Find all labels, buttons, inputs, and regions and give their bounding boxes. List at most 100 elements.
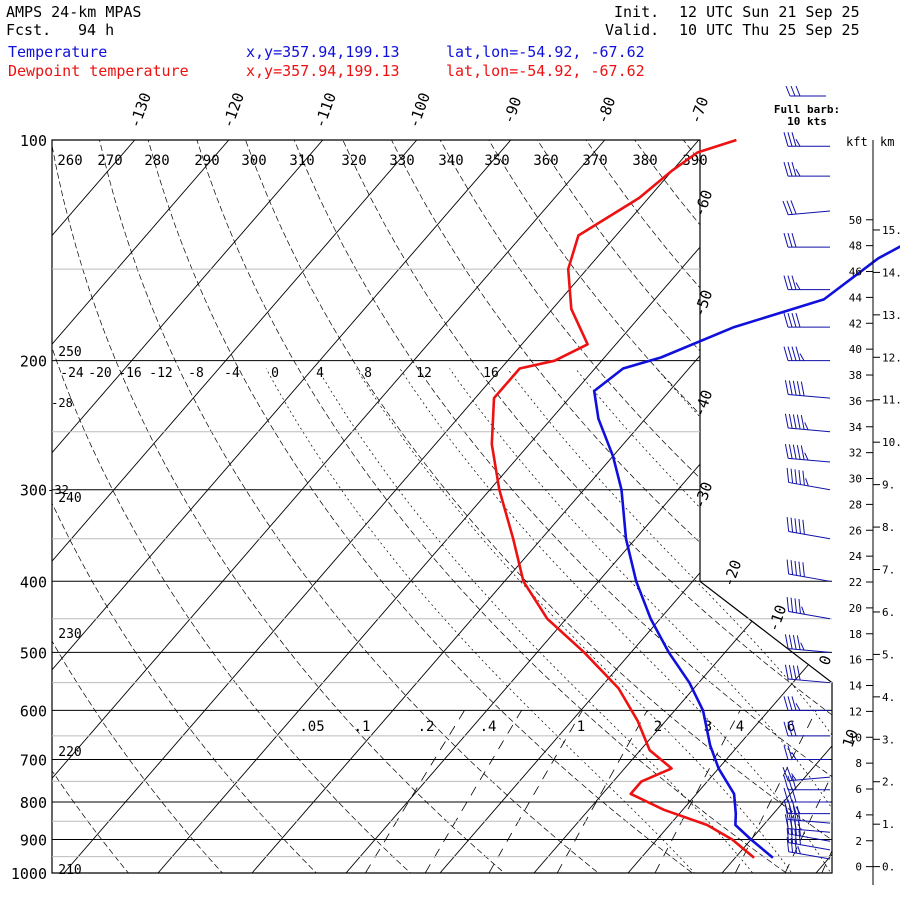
wind-barb — [784, 443, 831, 463]
barb-feather — [797, 846, 801, 854]
theta-label: 330 — [389, 153, 414, 169]
barb-feather — [787, 161, 793, 177]
kft-tick-label: 32 — [849, 447, 862, 460]
wind-barbs — [782, 85, 831, 860]
barb-feather — [804, 422, 809, 430]
mixing-ratio-line — [365, 710, 465, 873]
wind-barb — [784, 634, 831, 653]
barb-feather — [796, 381, 801, 396]
barb-staff — [788, 457, 831, 463]
isotherm-top-label: -110 — [311, 90, 340, 130]
barb-feather — [795, 312, 801, 328]
wind-barb — [783, 275, 830, 291]
kft-tick-label: 30 — [849, 473, 862, 486]
legend-temperature-name: Temperature — [8, 43, 108, 61]
isotherm-line — [627, 140, 832, 873]
barb-feather — [794, 518, 798, 533]
isotherm-line — [52, 140, 512, 873]
barb-feather — [798, 830, 801, 845]
barb-feather — [802, 562, 805, 577]
km-tick-label: 13. — [882, 309, 900, 322]
forecast-hour: 94 h — [78, 21, 115, 39]
barb-feather — [796, 445, 801, 460]
barb-feather — [788, 664, 793, 680]
barb-feather — [794, 598, 798, 613]
barb-feather — [791, 312, 797, 328]
barb-feather — [787, 275, 793, 290]
dry-adiabat — [99, 140, 619, 873]
km-tick-label: 12. — [882, 351, 900, 364]
init-time: 12 UTC Sun 21 Sep 25 — [679, 3, 860, 21]
barb-feather — [791, 232, 797, 248]
kft-tick-label: 14 — [849, 680, 863, 693]
barb-feather — [790, 597, 794, 613]
barb-staff — [788, 851, 831, 860]
isotherm-line — [63, 140, 700, 873]
barb-feather — [790, 517, 794, 533]
model-title: AMPS 24-km MPAS — [6, 3, 142, 21]
barb-feather — [787, 132, 793, 147]
moist-adiabat — [356, 368, 803, 873]
wind-barb — [783, 132, 830, 147]
barb-feather — [783, 346, 789, 361]
km-axis-label: km — [880, 135, 894, 149]
km-tick-label: 14. — [882, 266, 900, 279]
theta-label: 340 — [438, 153, 463, 169]
wind-barb — [783, 787, 830, 803]
wind-barb — [784, 814, 831, 833]
barb-staff — [788, 828, 831, 833]
mixing-ratio-label: .2 — [418, 719, 435, 735]
mixing-ratio-label: 2 — [654, 719, 662, 735]
km-tick-label: 0. — [882, 861, 895, 874]
wind-barb — [783, 161, 830, 177]
wind-barb — [782, 200, 831, 216]
wind-barb — [783, 232, 830, 248]
dry-adiabat-side-label: -32 — [47, 483, 69, 497]
mixing-ratio-label: 4 — [736, 719, 744, 735]
isotherm-mid-label: 16 — [483, 366, 499, 381]
barb-feather — [800, 445, 805, 460]
dry-adiabat — [196, 140, 809, 873]
theta-left-label: 230 — [58, 627, 81, 642]
dry-adiabat — [245, 140, 832, 873]
kft-tick-label: 50 — [849, 214, 862, 227]
barb-feather — [788, 814, 793, 830]
barb-feather — [790, 560, 794, 575]
mixing-ratio-label: 1 — [577, 719, 585, 735]
isotherm-right-label: -60 — [690, 187, 716, 219]
kft-tick-label: 46 — [849, 266, 862, 279]
isotherm-line — [721, 140, 832, 873]
wind-barb — [784, 413, 831, 433]
barb-feather — [792, 805, 797, 821]
barb-feather — [791, 775, 797, 790]
dry-adiabat — [342, 140, 832, 873]
barb-feather — [791, 787, 797, 803]
isotherm-right-label: -50 — [690, 287, 716, 319]
wind-barb — [786, 828, 831, 851]
mixing-ratio-label: .1 — [354, 719, 371, 735]
dry-adiabat — [147, 140, 714, 873]
km-tick-label: 1. — [882, 818, 895, 831]
barb-key-sample — [785, 85, 826, 97]
km-tick-label: 15. — [882, 224, 900, 237]
wind-barb — [783, 721, 830, 737]
moist-adiabat — [265, 368, 709, 873]
km-tick-label: 8. — [882, 521, 895, 534]
barb-feather — [791, 161, 797, 177]
barb-staff — [788, 210, 831, 216]
isotherm-top-label: -90 — [499, 94, 525, 126]
mixing-ratio-line — [424, 710, 522, 873]
isotherm-mid-label: -20 — [88, 366, 111, 381]
barb-feather — [783, 787, 789, 803]
theta-label: 370 — [582, 153, 607, 169]
barb-feather — [792, 634, 797, 650]
barb-feather — [788, 413, 793, 429]
barb-feather — [783, 275, 789, 290]
dry-adiabat — [488, 140, 832, 873]
km-tick-label: 4. — [882, 691, 895, 704]
isotherm-top-label: -70 — [686, 94, 712, 126]
barb-feather — [791, 752, 797, 760]
barb-feather — [783, 721, 789, 737]
theta-label: 360 — [533, 153, 558, 169]
isotherm-mid-label: -24 — [60, 366, 84, 381]
